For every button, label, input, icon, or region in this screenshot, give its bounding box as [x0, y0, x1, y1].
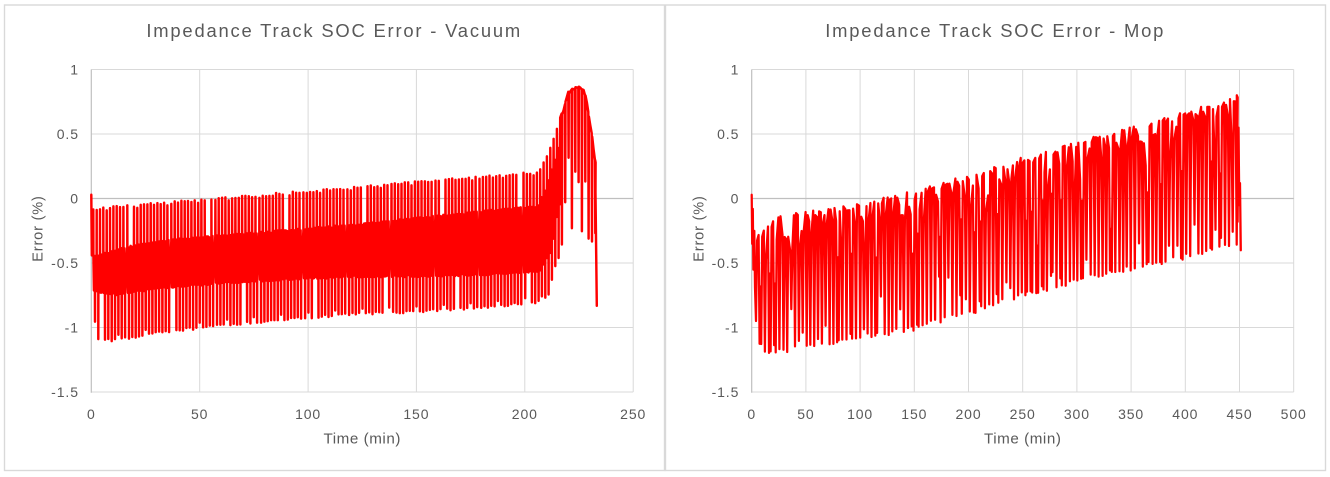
svg-text:400: 400	[1172, 406, 1198, 422]
svg-text:100: 100	[295, 406, 321, 422]
svg-text:Time (min): Time (min)	[984, 430, 1062, 447]
svg-text:0: 0	[87, 406, 96, 422]
svg-text:350: 350	[1118, 406, 1144, 422]
svg-text:450: 450	[1226, 406, 1252, 422]
svg-text:-1: -1	[65, 320, 79, 336]
svg-text:Impedance Track SOC Error - Mo: Impedance Track SOC Error - Mop	[825, 20, 1165, 41]
svg-text:500: 500	[1281, 406, 1307, 422]
svg-text:250: 250	[620, 406, 646, 422]
svg-text:-1: -1	[725, 320, 739, 336]
svg-text:150: 150	[901, 406, 927, 422]
svg-text:0.5: 0.5	[57, 126, 79, 142]
svg-text:0: 0	[747, 406, 756, 422]
svg-text:-0.5: -0.5	[51, 255, 79, 271]
svg-text:Time (min): Time (min)	[323, 430, 401, 447]
svg-text:250: 250	[1010, 406, 1036, 422]
svg-text:0.5: 0.5	[717, 126, 739, 142]
svg-text:200: 200	[955, 406, 981, 422]
svg-text:50: 50	[191, 406, 208, 422]
svg-text:0: 0	[731, 191, 740, 207]
svg-text:150: 150	[403, 406, 429, 422]
svg-text:0: 0	[70, 191, 79, 207]
svg-text:100: 100	[847, 406, 873, 422]
svg-text:300: 300	[1064, 406, 1090, 422]
svg-text:50: 50	[797, 406, 814, 422]
svg-text:Impedance Track SOC Error - Va: Impedance Track SOC Error - Vacuum	[146, 20, 522, 41]
svg-text:-1.5: -1.5	[712, 384, 740, 400]
svg-text:1: 1	[731, 62, 740, 78]
svg-text:-1.5: -1.5	[51, 384, 79, 400]
svg-text:200: 200	[512, 406, 538, 422]
svg-text:-0.5: -0.5	[712, 255, 740, 271]
svg-text:1: 1	[70, 62, 79, 78]
svg-text:Error (%): Error (%)	[692, 195, 708, 261]
svg-text:Error (%): Error (%)	[31, 195, 47, 261]
